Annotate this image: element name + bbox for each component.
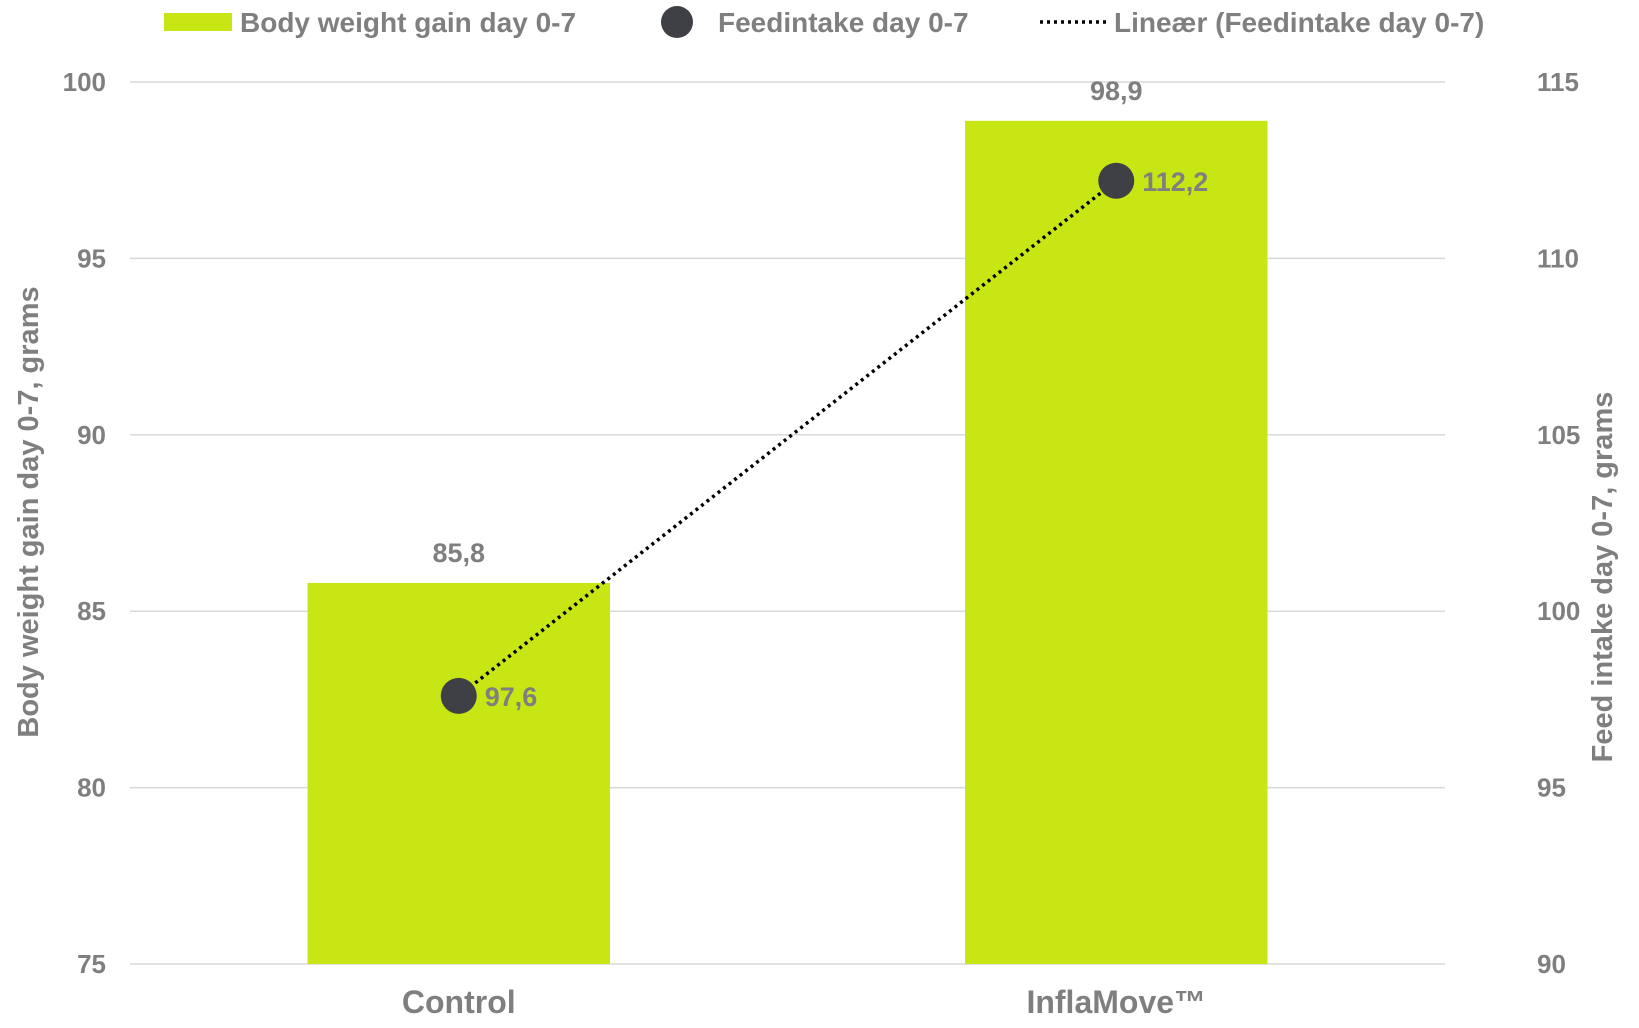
left-tick-label: 90: [77, 420, 106, 450]
marker-series: 97,6 112,2: [440, 162, 1208, 714]
left-axis-ticks: 75 80 85 90 95 100: [63, 67, 106, 979]
feedintake-marker: [1098, 162, 1135, 199]
right-tick-label: 115: [1537, 67, 1579, 97]
right-axis-ticks: 90 95 100 105 110 115: [1537, 67, 1580, 979]
category-labels: Control InflaMove™: [402, 984, 1206, 1020]
left-tick-label: 75: [77, 949, 106, 979]
left-tick-label: 100: [63, 67, 106, 97]
left-tick-label: 80: [77, 773, 106, 803]
right-tick-label: 100: [1537, 596, 1580, 626]
legend: Body weight gain day 0-7 Feedintake day 0…: [164, 6, 1484, 38]
feedintake-marker: [440, 677, 477, 714]
legend-swatch-marker: [661, 6, 693, 38]
bar-data-label: 85,8: [432, 538, 485, 568]
bar-data-label: 98,9: [1090, 76, 1143, 106]
legend-label: Body weight gain day 0-7: [240, 7, 576, 38]
category-label: InflaMove™: [1026, 984, 1206, 1020]
legend-label: Feedintake day 0-7: [718, 7, 969, 38]
marker-data-label: 112,2: [1142, 167, 1208, 197]
left-axis-title: Body weight gain day 0-7, grams: [13, 286, 45, 737]
legend-swatch-bar: [164, 13, 232, 31]
right-tick-label: 95: [1537, 773, 1566, 803]
right-tick-label: 110: [1537, 243, 1579, 273]
legend-label: Lineær (Feedintake day 0-7): [1114, 7, 1484, 38]
right-tick-label: 90: [1537, 949, 1566, 979]
bar: [965, 120, 1268, 965]
left-tick-label: 95: [77, 243, 106, 273]
marker-data-label: 97,6: [485, 682, 538, 712]
bar: [307, 582, 610, 964]
category-label: Control: [402, 984, 516, 1020]
right-tick-label: 105: [1537, 420, 1580, 450]
right-axis-title: Feed intake day 0-7, grams: [1587, 392, 1619, 763]
bar-series: 85,8 98,9: [307, 76, 1268, 965]
left-tick-label: 85: [77, 596, 106, 626]
